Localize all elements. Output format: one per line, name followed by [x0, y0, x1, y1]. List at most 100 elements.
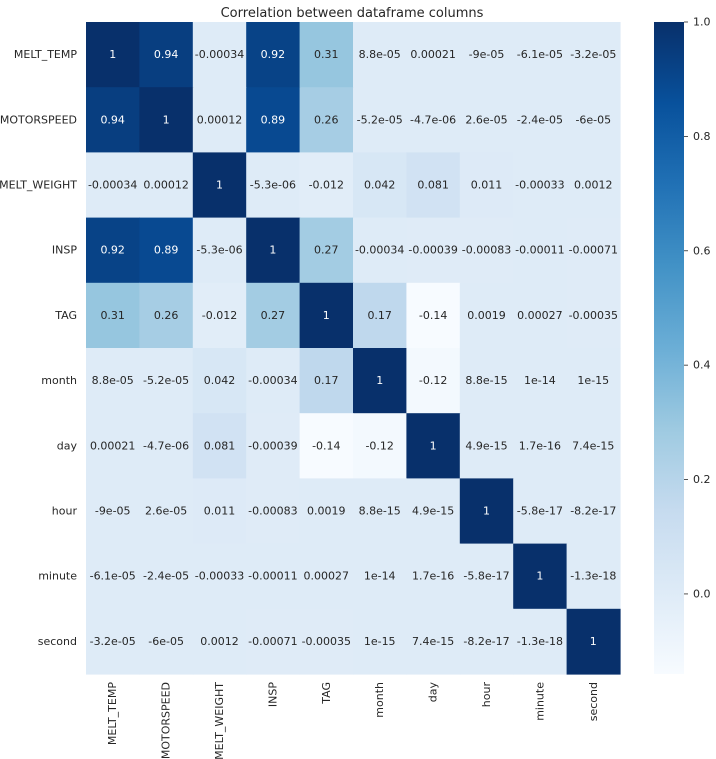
- heatmap-cell: [566, 478, 621, 545]
- heatmap-cell: [566, 348, 621, 414]
- cell-annotation: -8.2e-17: [570, 505, 616, 518]
- heatmap-cell: [299, 217, 354, 284]
- cell-annotation: -1.3e-18: [570, 570, 616, 583]
- cell-annotation: 1: [323, 309, 330, 322]
- heatmap-cell: [566, 87, 621, 153]
- heatmap-cell: [139, 152, 194, 219]
- cell-annotation: -8.2e-17: [463, 635, 509, 648]
- heatmap-cell: [246, 478, 301, 545]
- cell-annotation: -0.00034: [248, 374, 297, 387]
- cell-annotation: -0.00035: [302, 635, 351, 648]
- cell-annotation: -9e-05: [95, 505, 131, 518]
- cell-annotation: 1: [590, 635, 597, 648]
- heatmap-cell: [513, 608, 568, 675]
- cell-annotation: -0.12: [365, 439, 393, 452]
- heatmap-cell: [566, 608, 621, 675]
- cell-annotation: -0.00033: [195, 570, 244, 583]
- cell-annotation: -0.00011: [248, 570, 297, 583]
- colorbar-tick-label: 0.8: [693, 130, 711, 143]
- heatmap-cell: [406, 543, 461, 610]
- heatmap-annotations: 1 0.94 -0.00034 0.92 0.31 8.8e-05 0.00021 -9e-0…: [88, 48, 618, 648]
- cell-annotation: -0.00071: [248, 635, 297, 648]
- x-tick-label: MOTORSPEED: [160, 682, 173, 759]
- heatmap-cell: [299, 152, 354, 219]
- cell-annotation: -3.2e-05: [90, 635, 136, 648]
- heatmap-cell: [566, 22, 621, 88]
- heatmap-cell: [353, 22, 407, 88]
- heatmap-cell: [513, 543, 568, 610]
- heatmap-cell: [353, 152, 407, 219]
- cell-annotation: 2.6e-05: [465, 113, 507, 126]
- cell-annotation: 1: [536, 570, 543, 583]
- y-tick-label: second: [38, 635, 77, 648]
- heatmap-cell: [299, 22, 354, 88]
- cell-annotation: 0.31: [100, 309, 125, 322]
- heatmap-cell: [459, 478, 514, 545]
- heatmap-cell: [299, 478, 354, 545]
- cell-annotation: -1.3e-18: [517, 635, 563, 648]
- x-tick-label: TAG: [320, 682, 333, 705]
- heatmap-cell: [459, 87, 514, 153]
- cell-annotation: 4.9e-15: [412, 505, 454, 518]
- cell-annotation: 0.00021: [410, 48, 456, 61]
- heatmap-cell: [139, 217, 194, 284]
- cell-annotation: 1.7e-16: [412, 570, 454, 583]
- cell-annotation: -0.00034: [355, 244, 404, 257]
- heatmap-cell: [246, 87, 301, 153]
- cell-annotation: -6.1e-05: [517, 48, 563, 61]
- cell-annotation: 1e-15: [364, 635, 396, 648]
- y-tick-label: day: [57, 439, 78, 452]
- cell-annotation: -0.012: [202, 309, 237, 322]
- heatmap-cell: [139, 413, 194, 479]
- cell-annotation: 0.0012: [574, 179, 613, 192]
- heatmap-cell: [139, 543, 194, 610]
- cell-annotation: -2.4e-05: [517, 113, 563, 126]
- heatmap-cell: [566, 282, 621, 349]
- heatmap-cell: [566, 217, 621, 284]
- heatmap-cell: [246, 152, 301, 219]
- heatmap-cell: [299, 87, 354, 153]
- colorbar-tick-label: 1.0: [693, 16, 711, 29]
- cell-annotation: 1: [109, 48, 116, 61]
- y-tick-label: MELT_WEIGHT: [0, 179, 77, 192]
- cell-annotation: 1: [163, 113, 170, 126]
- heatmap-cell: [459, 543, 514, 610]
- cell-annotation: -0.00011: [515, 244, 564, 257]
- cell-annotation: 0.042: [204, 374, 236, 387]
- x-tick-label: INSP: [266, 682, 279, 707]
- x-tick-label: month: [373, 682, 386, 718]
- cell-annotation: 0.0019: [307, 505, 346, 518]
- heatmap-cell: [192, 348, 247, 414]
- cell-annotation: 0.00012: [143, 179, 189, 192]
- heatmap-cell: [246, 543, 301, 610]
- heatmap-cell: [406, 478, 461, 545]
- heatmap-cell: [86, 87, 140, 153]
- heatmap-cell: [459, 22, 514, 88]
- cell-annotation: 1: [430, 439, 437, 452]
- heatmap-cell: [406, 87, 461, 153]
- heatmap-cells: [86, 22, 621, 675]
- colorbar: 0.0 0.2 0.4 0.6 0.8 1.0: [654, 16, 711, 674]
- cell-annotation: -0.00034: [88, 179, 137, 192]
- cell-annotation: 0.89: [154, 244, 179, 257]
- cell-annotation: -4.7e-06: [143, 439, 189, 452]
- heatmap-cell: [192, 152, 247, 219]
- heatmap-cell: [353, 348, 407, 414]
- heatmap-cell: [192, 217, 247, 284]
- heatmap-cell: [299, 543, 354, 610]
- cell-annotation: 8.8e-15: [359, 505, 401, 518]
- cell-annotation: 1: [376, 374, 383, 387]
- heatmap-cell: [353, 543, 407, 610]
- x-tick-label: MELT_TEMP: [106, 682, 119, 745]
- x-tick-label: minute: [533, 682, 546, 721]
- cell-annotation: -6e-05: [575, 113, 611, 126]
- colorbar-tick-label: 0.0: [693, 587, 711, 600]
- cell-annotation: -0.00034: [195, 48, 244, 61]
- cell-annotation: 0.00021: [90, 439, 136, 452]
- cell-annotation: -0.00083: [248, 505, 297, 518]
- cell-annotation: 8.8e-15: [465, 374, 507, 387]
- heatmap-cell: [86, 152, 140, 219]
- cell-annotation: -6e-05: [148, 635, 184, 648]
- heatmap-cell: [299, 608, 354, 675]
- heatmap-cell: [86, 217, 140, 284]
